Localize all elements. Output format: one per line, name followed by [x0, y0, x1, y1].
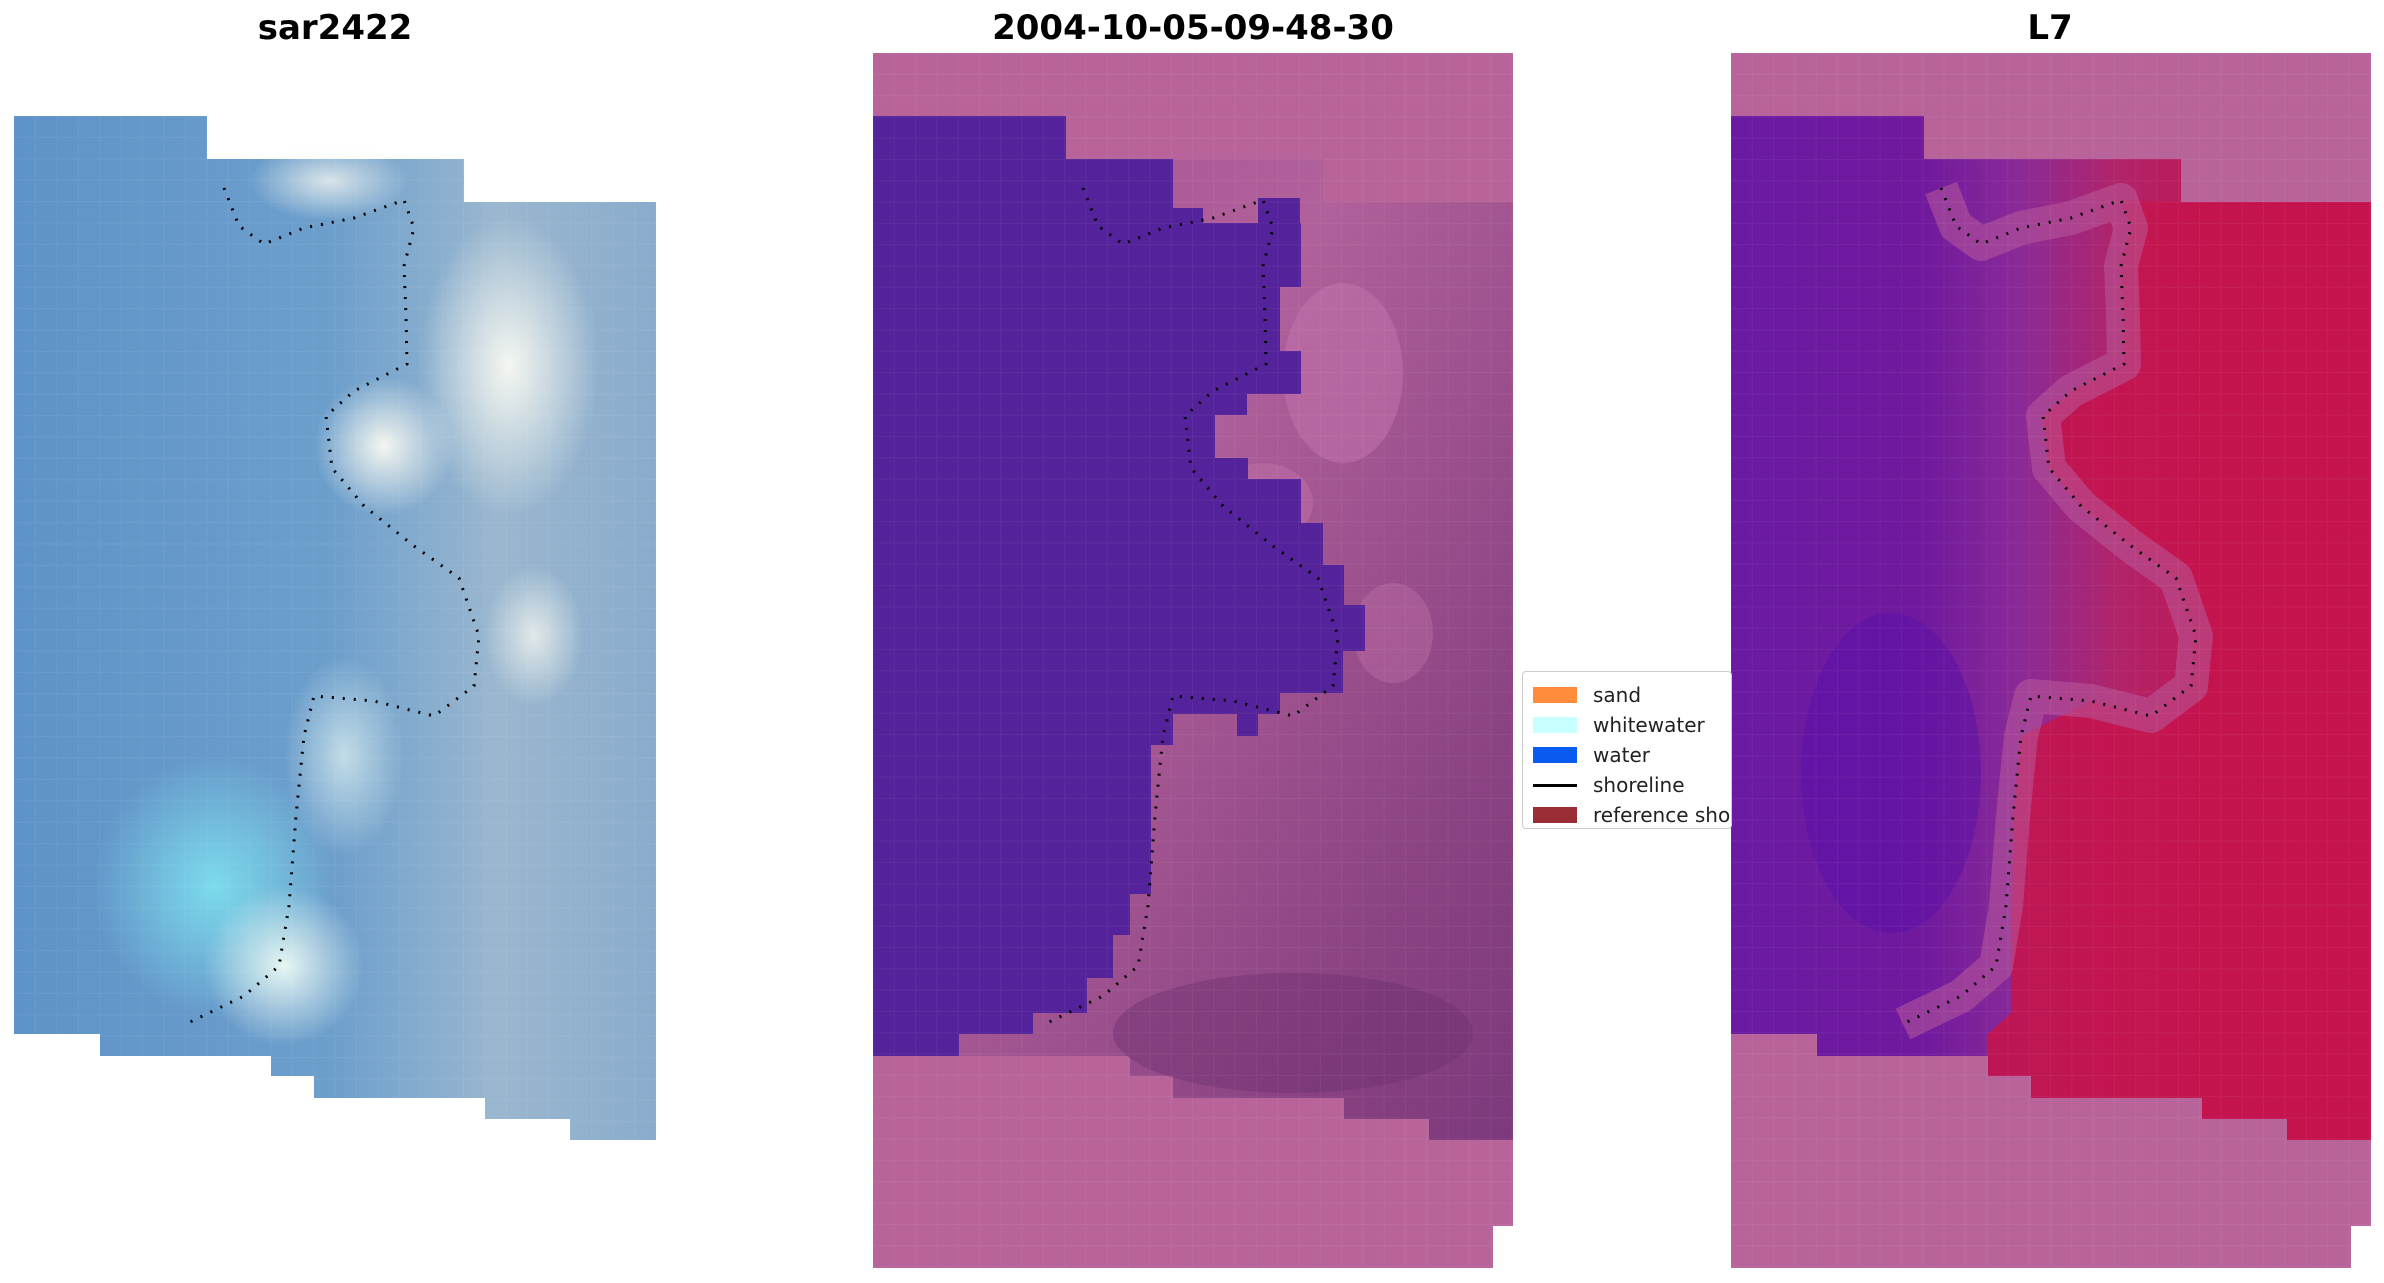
legend-label: whitewater	[1593, 713, 1705, 737]
classified-image-panel	[873, 53, 1513, 1268]
legend-label: reference shoreline	[1593, 803, 1731, 827]
legend-swatch-reference-shoreline	[1533, 807, 1577, 823]
legend-label: sand	[1593, 683, 1642, 707]
panel-title-rgb: sar2422	[257, 8, 413, 48]
legend-swatch-whitewater	[1533, 717, 1577, 733]
legend-swatch-sand	[1533, 687, 1577, 703]
rgb-image	[14, 116, 656, 1140]
index-image	[1731, 53, 2371, 1268]
legend-item-whitewater: whitewater	[1533, 710, 1731, 740]
panel-title-index: L7	[2027, 8, 2073, 48]
shoreline	[185, 187, 481, 1026]
legend-line-shoreline	[1533, 783, 1577, 787]
index-image-panel	[1731, 53, 2371, 1268]
legend-swatch-water	[1533, 747, 1577, 763]
shoreline	[1902, 187, 2198, 1026]
legend: sand whitewater water shoreline referenc…	[1522, 671, 1732, 829]
rgb-image-panel	[14, 116, 656, 1144]
legend-label: shoreline	[1593, 773, 1685, 797]
legend-item-water: water	[1533, 740, 1731, 770]
classified-image	[873, 53, 1513, 1268]
legend-item-sand: sand	[1533, 680, 1731, 710]
legend-item-reference-shoreline: reference shoreline	[1533, 800, 1731, 828]
panel-title-classified: 2004-10-05-09-48-30	[992, 8, 1394, 48]
legend-label: water	[1593, 743, 1650, 767]
legend-item-shoreline: shoreline	[1533, 770, 1731, 800]
shoreline	[1044, 187, 1340, 1026]
